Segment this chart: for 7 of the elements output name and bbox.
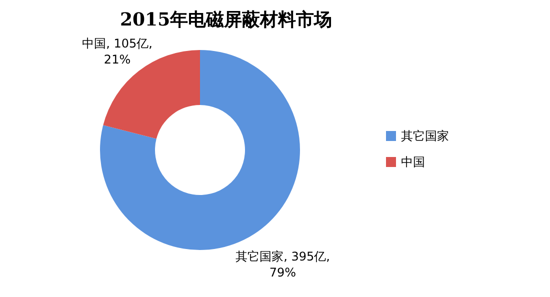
legend-label: 中国 — [401, 155, 425, 169]
chart-title: 2015年电磁屏蔽材料市场 — [120, 9, 332, 30]
donut-slice — [100, 50, 300, 250]
legend-label: 其它国家 — [401, 129, 449, 143]
donut-slice — [103, 50, 200, 139]
data-label: 中国, 105亿, 21% — [82, 36, 152, 66]
data-label: 其它国家, 395亿, 79% — [236, 250, 330, 280]
